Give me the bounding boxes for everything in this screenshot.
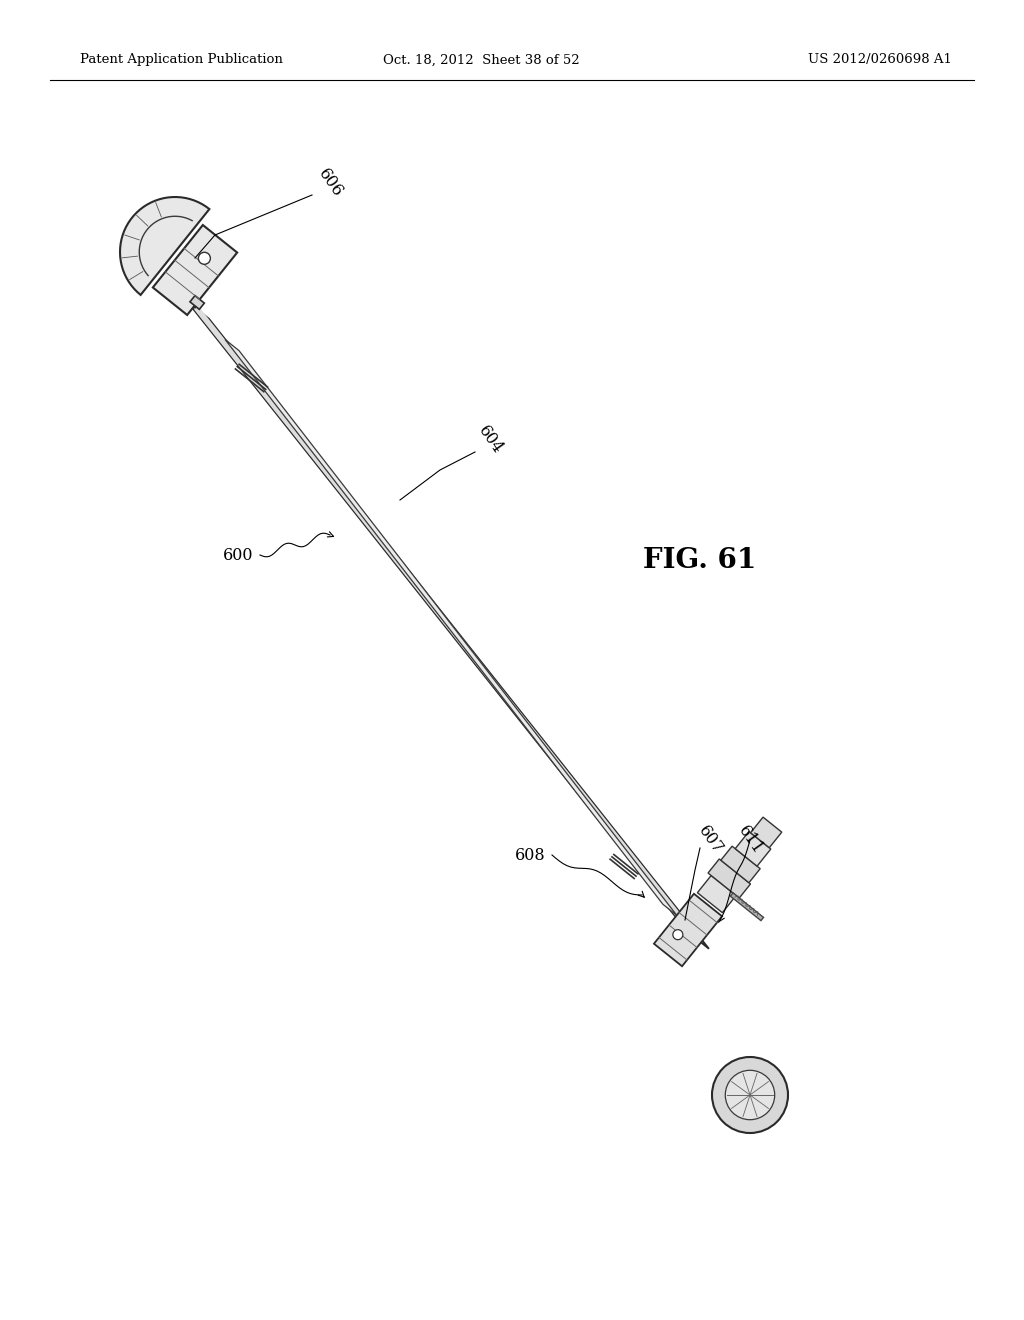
Text: 600: 600 [223, 546, 253, 564]
Text: Oct. 18, 2012  Sheet 38 of 52: Oct. 18, 2012 Sheet 38 of 52 [383, 54, 580, 66]
Circle shape [725, 1071, 775, 1119]
Text: 604: 604 [474, 422, 506, 457]
Polygon shape [751, 817, 781, 847]
Text: FIG. 61: FIG. 61 [643, 546, 757, 573]
Polygon shape [225, 339, 677, 916]
Text: 608: 608 [515, 846, 546, 863]
Polygon shape [654, 894, 722, 966]
Polygon shape [190, 296, 205, 309]
Polygon shape [735, 832, 771, 866]
Circle shape [673, 929, 683, 940]
Text: Patent Application Publication: Patent Application Publication [80, 54, 283, 66]
Text: US 2012/0260698 A1: US 2012/0260698 A1 [808, 54, 952, 66]
Text: 606: 606 [314, 165, 346, 201]
Polygon shape [721, 846, 760, 883]
Polygon shape [708, 859, 751, 898]
Polygon shape [153, 224, 238, 315]
Circle shape [712, 1057, 788, 1133]
Text: 611: 611 [734, 822, 766, 858]
Text: 607: 607 [694, 822, 726, 858]
Circle shape [199, 252, 210, 264]
Polygon shape [187, 301, 709, 949]
Polygon shape [120, 197, 209, 294]
Polygon shape [697, 875, 736, 912]
